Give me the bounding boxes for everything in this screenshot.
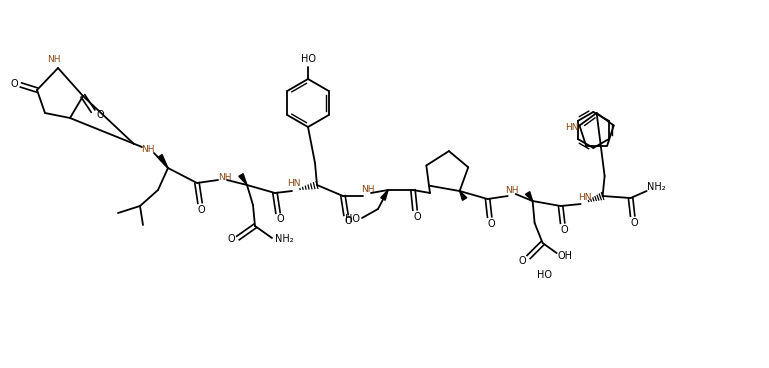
Text: HO: HO <box>537 270 552 280</box>
Text: HO: HO <box>345 214 359 224</box>
Text: O: O <box>227 234 235 244</box>
Polygon shape <box>525 192 533 201</box>
Text: NH₂: NH₂ <box>647 182 666 192</box>
Text: O: O <box>10 79 18 89</box>
Text: NH: NH <box>218 173 231 183</box>
Polygon shape <box>460 191 467 200</box>
Text: HO: HO <box>301 54 315 64</box>
Polygon shape <box>381 190 388 200</box>
Text: O: O <box>631 218 638 228</box>
Text: O: O <box>276 214 284 224</box>
Text: HN: HN <box>578 192 591 202</box>
Text: O: O <box>197 205 205 215</box>
Text: O: O <box>561 225 568 235</box>
Text: O: O <box>413 212 421 222</box>
Text: NH: NH <box>141 145 155 155</box>
Text: O: O <box>345 216 351 226</box>
Text: HN: HN <box>564 123 578 132</box>
Text: NH: NH <box>361 185 375 195</box>
Text: O: O <box>519 256 527 266</box>
Text: NH: NH <box>505 185 518 195</box>
Text: OH: OH <box>557 251 572 261</box>
Text: NH: NH <box>47 54 61 64</box>
Polygon shape <box>158 155 168 168</box>
Text: NH₂: NH₂ <box>275 234 293 244</box>
Text: O: O <box>96 110 104 120</box>
Polygon shape <box>239 174 247 185</box>
Text: O: O <box>488 219 495 229</box>
Text: HN: HN <box>288 180 301 188</box>
